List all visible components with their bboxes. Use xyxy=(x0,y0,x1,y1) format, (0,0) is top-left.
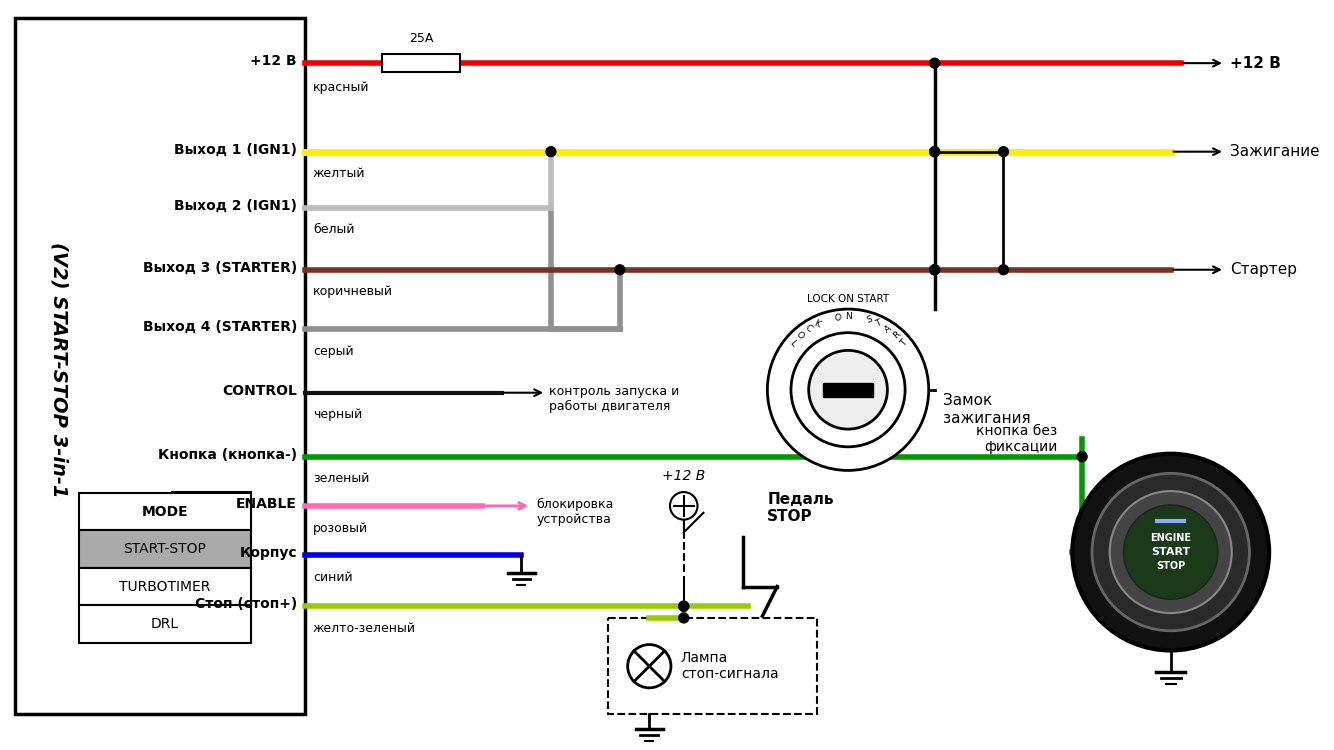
Circle shape xyxy=(930,58,939,68)
Circle shape xyxy=(679,602,688,611)
Bar xyxy=(79,493,251,530)
Text: блокировка
устройства: блокировка устройства xyxy=(536,498,614,526)
Circle shape xyxy=(1093,473,1250,631)
Text: Стартер: Стартер xyxy=(1230,262,1297,278)
Text: O: O xyxy=(794,330,806,341)
Circle shape xyxy=(808,350,887,429)
Text: Выход 1 (IGN1): Выход 1 (IGN1) xyxy=(175,142,297,157)
Text: ENGINE: ENGINE xyxy=(1150,533,1191,543)
Circle shape xyxy=(679,613,688,623)
Circle shape xyxy=(999,265,1009,274)
Circle shape xyxy=(1078,452,1087,461)
Circle shape xyxy=(670,492,698,520)
Text: Зажигание: Зажигание xyxy=(1230,144,1319,159)
Circle shape xyxy=(930,147,939,157)
Circle shape xyxy=(930,265,939,274)
Text: Лампа
стоп-сигнала: Лампа стоп-сигнала xyxy=(680,651,779,681)
Text: K: K xyxy=(812,319,822,329)
Text: T: T xyxy=(899,338,908,348)
Bar xyxy=(15,18,305,715)
Text: желто-зеленый: желто-зеленый xyxy=(313,622,416,635)
Text: синий: синий xyxy=(313,571,352,584)
Bar xyxy=(382,54,460,72)
Text: кнопка без
фиксации: кнопка без фиксации xyxy=(976,424,1058,454)
Text: Выход 4 (STARTER): Выход 4 (STARTER) xyxy=(143,320,297,334)
Text: Педаль
STOP: Педаль STOP xyxy=(767,491,834,524)
Text: +12 В: +12 В xyxy=(1230,56,1281,70)
Text: C: C xyxy=(803,323,814,334)
Text: черный: черный xyxy=(313,409,362,422)
Text: Замок
зажигания: Замок зажигания xyxy=(943,393,1031,426)
Text: R: R xyxy=(891,330,902,340)
Text: 25A: 25A xyxy=(410,32,434,46)
Text: DRL: DRL xyxy=(151,617,179,631)
Text: желтый: желтый xyxy=(313,167,366,181)
Text: Корпус: Корпус xyxy=(240,546,297,560)
Circle shape xyxy=(1073,454,1269,650)
Text: Выход 2 (IGN1): Выход 2 (IGN1) xyxy=(175,199,297,213)
Text: O: O xyxy=(834,313,842,322)
Text: ENABLE: ENABLE xyxy=(236,497,297,511)
Text: LOCK ON START: LOCK ON START xyxy=(807,294,888,304)
Text: T: T xyxy=(875,319,883,329)
Text: Выход 3 (STARTER): Выход 3 (STARTER) xyxy=(143,261,297,274)
Text: TURBOTIMER: TURBOTIMER xyxy=(119,580,211,593)
Text: Кнопка (кнопка-): Кнопка (кнопка-) xyxy=(157,448,297,462)
Text: контроль запуска и
работы двигателя: контроль запуска и работы двигателя xyxy=(550,385,679,413)
Text: коричневый: коричневый xyxy=(313,286,392,298)
Text: серый: серый xyxy=(313,344,354,358)
Text: CONTROL: CONTROL xyxy=(223,384,297,398)
Text: START-STOP: START-STOP xyxy=(123,542,207,556)
Circle shape xyxy=(628,644,671,688)
Text: S: S xyxy=(864,315,872,326)
Text: MODE: MODE xyxy=(141,505,188,519)
Circle shape xyxy=(1110,491,1231,613)
Text: N: N xyxy=(844,313,851,322)
Text: +12 В: +12 В xyxy=(662,470,706,483)
Circle shape xyxy=(767,309,928,470)
Circle shape xyxy=(930,147,939,157)
Text: Стоп (стоп+): Стоп (стоп+) xyxy=(195,597,297,611)
Text: белый: белый xyxy=(313,224,355,236)
Circle shape xyxy=(546,147,556,157)
Text: START: START xyxy=(1151,547,1190,557)
Text: STOP: STOP xyxy=(1157,561,1186,571)
Circle shape xyxy=(1123,505,1218,599)
Text: A: A xyxy=(883,323,892,334)
Bar xyxy=(823,382,872,397)
Circle shape xyxy=(930,265,939,274)
Circle shape xyxy=(679,602,688,611)
Bar xyxy=(79,530,251,568)
Text: +12 В: +12 В xyxy=(251,54,297,68)
Text: красный: красный xyxy=(313,81,370,94)
Text: розовый: розовый xyxy=(313,521,368,535)
Bar xyxy=(79,568,251,605)
Text: L: L xyxy=(787,338,798,348)
Bar xyxy=(79,605,251,643)
Bar xyxy=(608,618,816,715)
Text: зеленый: зеленый xyxy=(313,472,370,485)
Text: (V2) START-STOP 3-in-1: (V2) START-STOP 3-in-1 xyxy=(49,242,68,498)
Circle shape xyxy=(615,265,624,274)
Circle shape xyxy=(791,333,904,447)
Circle shape xyxy=(999,147,1009,157)
